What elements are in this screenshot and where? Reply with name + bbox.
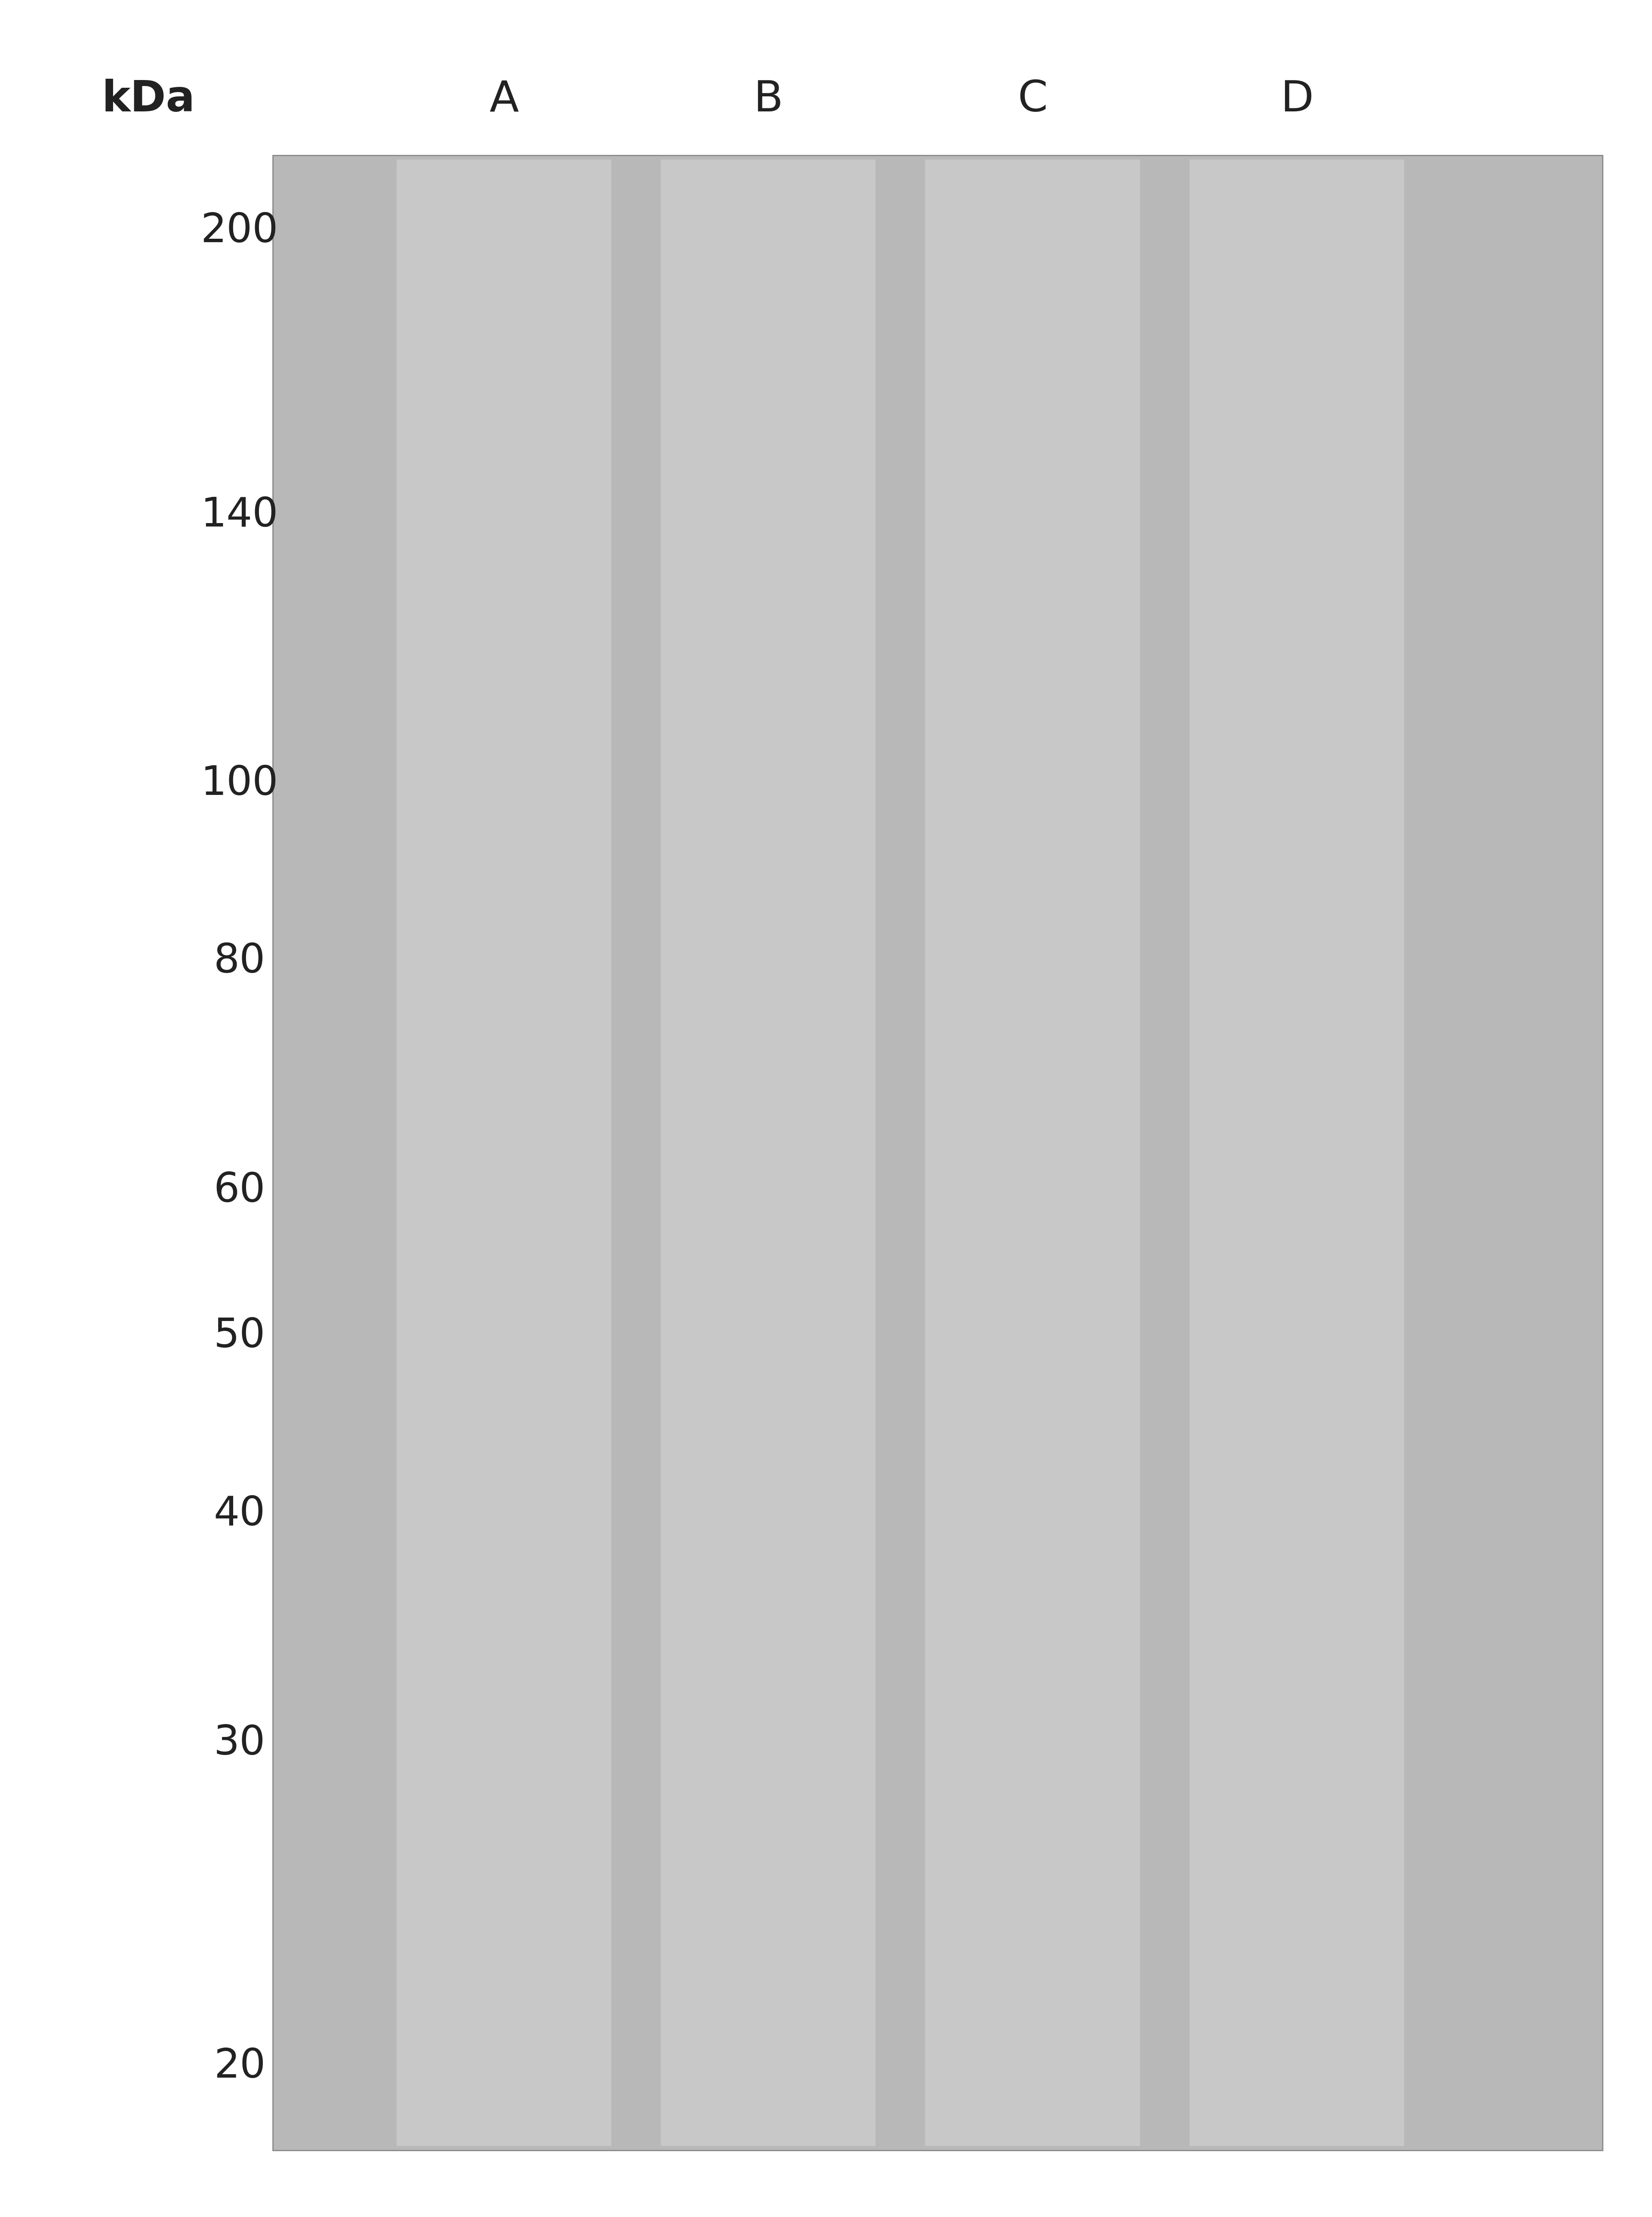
- Text: 40: 40: [213, 1494, 266, 1534]
- Text: 200: 200: [202, 211, 278, 251]
- Text: 20: 20: [213, 2046, 266, 2086]
- Text: 30: 30: [213, 1723, 266, 1763]
- Text: 140: 140: [202, 497, 278, 534]
- Text: kDa: kDa: [102, 80, 195, 120]
- Text: B: B: [753, 80, 783, 120]
- Text: 60: 60: [213, 1171, 266, 1210]
- Text: 100: 100: [202, 765, 278, 803]
- Text: C: C: [1018, 80, 1047, 120]
- Text: D: D: [1280, 80, 1313, 120]
- Text: 80: 80: [213, 942, 266, 982]
- Text: 50: 50: [213, 1317, 266, 1357]
- Text: A: A: [489, 80, 519, 120]
